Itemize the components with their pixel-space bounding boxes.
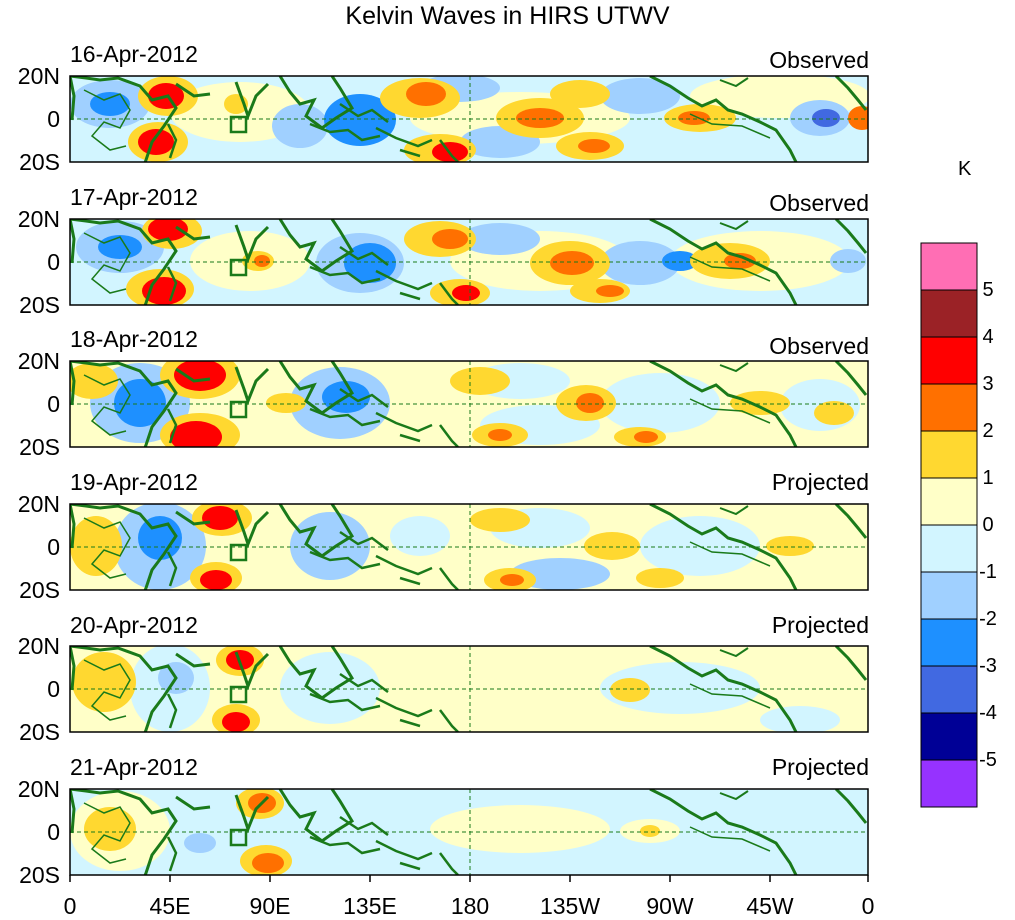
panel-4-mode: Projected	[771, 469, 869, 495]
colorbar-swatch-3	[920, 383, 978, 432]
lon-label-0: 0	[63, 893, 77, 919]
colorbar-label-0: 0	[982, 514, 994, 536]
colorbar-swatch-10	[920, 712, 978, 761]
colorbar-label-4: 4	[982, 326, 994, 348]
colorbar-label-1: 1	[982, 467, 994, 489]
colorbar-label-m5: -5	[979, 749, 997, 771]
lat-label-p6-20s: 20S	[19, 862, 60, 888]
panel-1-mode: Observed	[769, 47, 869, 73]
lat-label-p2-20n: 20N	[17, 206, 60, 232]
lat-label-p6-eq: 0	[47, 819, 60, 845]
colorbar-label-m1: -1	[979, 561, 997, 583]
colorbar-label-m2: -2	[979, 608, 997, 630]
panel-3-map	[69, 360, 869, 448]
lat-label-p3-eq: 0	[47, 391, 60, 417]
lat-label-p5-eq: 0	[47, 676, 60, 702]
lat-label-p4-eq: 0	[47, 534, 60, 560]
lat-label-p1-20s: 20S	[19, 149, 60, 175]
lat-label-p5-20n: 20N	[17, 633, 60, 659]
panel-2-date: 17-Apr-2012	[70, 184, 198, 210]
lat-label-p1-eq: 0	[47, 106, 60, 132]
chart-title: Kelvin Waves in HIRS UTWV	[345, 2, 670, 30]
lat-label-p3-20n: 20N	[17, 348, 60, 374]
panel-2-map	[69, 218, 869, 306]
colorbar-label-5: 5	[982, 279, 994, 301]
colorbar-label-m4: -4	[979, 702, 997, 724]
lon-label-135e: 135E	[343, 893, 397, 919]
lat-label-p4-20s: 20S	[19, 577, 60, 603]
lon-ticks	[69, 875, 869, 882]
panel-5-mode: Projected	[771, 612, 869, 638]
panel-6-map	[69, 788, 869, 876]
panel-3-mode: Observed	[769, 333, 869, 359]
colorbar-swatch-6	[920, 524, 978, 573]
lat-label-p3-20s: 20S	[19, 434, 60, 460]
lon-label-0-end: 0	[861, 893, 875, 919]
panel-3-date: 18-Apr-2012	[70, 326, 198, 352]
panel-2-mode: Observed	[769, 190, 869, 216]
lat-label-p2-eq: 0	[47, 249, 60, 275]
panel-6-date: 21-Apr-2012	[70, 754, 198, 780]
colorbar-swatch-11	[920, 759, 978, 808]
lon-label-180: 180	[450, 893, 490, 919]
lon-label-135w: 135W	[539, 893, 601, 919]
colorbar-swatch-4	[920, 430, 978, 479]
colorbar-label-3: 3	[982, 373, 994, 395]
lat-label-p6-20n: 20N	[17, 776, 60, 802]
panel-5-date: 20-Apr-2012	[70, 612, 198, 638]
lon-label-45w: 45W	[746, 893, 794, 919]
panel-1-date: 16-Apr-2012	[70, 41, 198, 67]
lat-label-p1-20n: 20N	[17, 63, 60, 89]
lon-label-90w: 90W	[646, 893, 694, 919]
panel-5-map	[69, 645, 869, 733]
colorbar-swatch-0	[920, 242, 978, 291]
lat-label-p5-20s: 20S	[19, 719, 60, 745]
colorbar-label-m3: -3	[979, 655, 997, 677]
lat-label-p2-20s: 20S	[19, 292, 60, 318]
colorbar-swatch-8	[920, 618, 978, 667]
colorbar	[920, 242, 978, 808]
panel-6-mode: Projected	[771, 754, 869, 780]
lon-label-90e: 90E	[249, 893, 291, 919]
colorbar-swatch-7	[920, 571, 978, 620]
panel-4-date: 19-Apr-2012	[70, 469, 198, 495]
colorbar-swatch-9	[920, 665, 978, 714]
colorbar-label-2: 2	[982, 420, 994, 442]
colorbar-swatch-5	[920, 477, 978, 526]
lat-label-p4-20n: 20N	[17, 491, 60, 517]
colorbar-swatch-2	[920, 336, 978, 385]
panel-1-map	[69, 75, 869, 163]
colorbar-swatch-1	[920, 289, 978, 338]
colorbar-unit: K	[958, 158, 972, 180]
panel-4-map	[69, 503, 869, 591]
lon-label-45e: 45E	[149, 893, 191, 919]
